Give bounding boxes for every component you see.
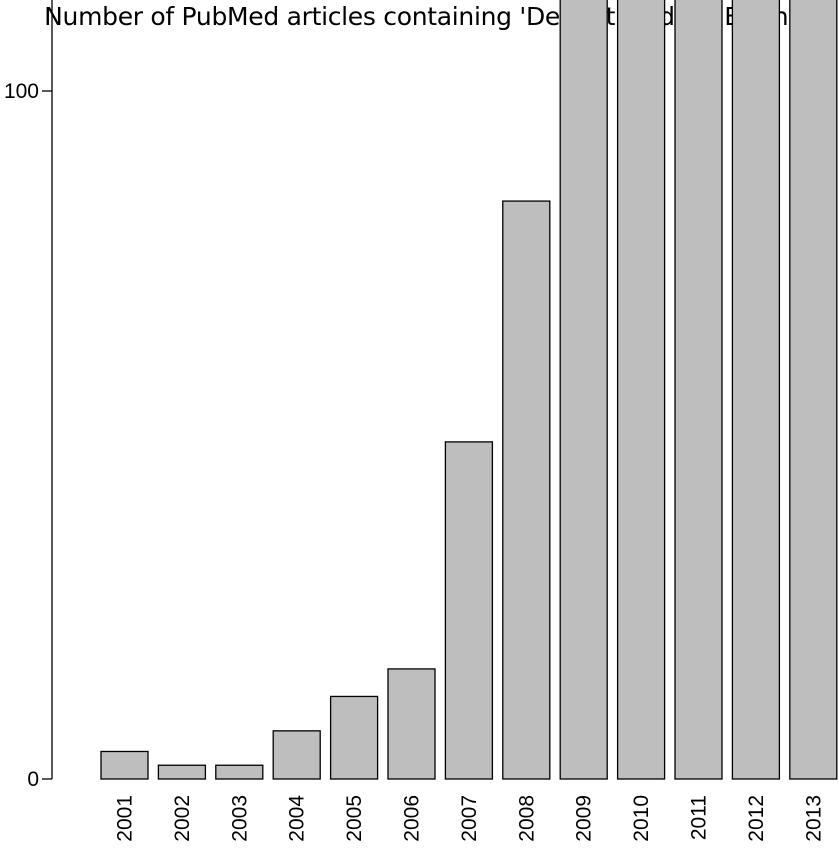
x-tick-label-2010: 2010 xyxy=(630,795,653,842)
x-tick-label-2007: 2007 xyxy=(458,795,481,842)
x-tick-label-2011: 2011 xyxy=(688,795,711,840)
x-tick-label-2003: 2003 xyxy=(228,795,251,842)
x-tick-label-2009: 2009 xyxy=(573,795,596,842)
bars-group xyxy=(100,0,838,780)
bar-2012 xyxy=(731,0,781,780)
chart-title: Number of PubMed articles containing 'De… xyxy=(44,2,795,31)
x-tick-label-2002: 2002 xyxy=(171,795,194,842)
x-tick-label-2013: 2013 xyxy=(802,795,825,842)
x-tick-label-2004: 2004 xyxy=(286,795,309,842)
x-tick-label-2001: 2001 xyxy=(114,795,137,842)
x-tick-label-2012: 2012 xyxy=(745,795,768,842)
y-tick-label: 100 xyxy=(4,80,39,103)
bar-2001 xyxy=(100,750,149,780)
x-tick-label-2006: 2006 xyxy=(401,795,424,842)
bar-2005 xyxy=(329,695,379,780)
y-tick-label: 0 xyxy=(27,768,39,791)
x-axis-labels: 2001 2002 2003 2004 2005 2006 2007 2008 2009 2010… xyxy=(114,795,826,842)
bar-2006 xyxy=(387,668,436,780)
bar-2004 xyxy=(272,730,321,780)
bar-2003 xyxy=(215,764,264,780)
bar-2013 xyxy=(789,0,838,780)
bar-2011 xyxy=(674,0,723,780)
bar-2007 xyxy=(444,441,494,780)
y-axis: 0100200300400500 xyxy=(4,0,53,791)
bar-2002 xyxy=(157,764,207,780)
bar-2009 xyxy=(559,0,608,780)
bar-2008 xyxy=(502,200,551,780)
bar-2010 xyxy=(616,0,666,780)
x-tick-label-2005: 2005 xyxy=(343,795,366,842)
x-tick-label-2008: 2008 xyxy=(515,795,538,842)
